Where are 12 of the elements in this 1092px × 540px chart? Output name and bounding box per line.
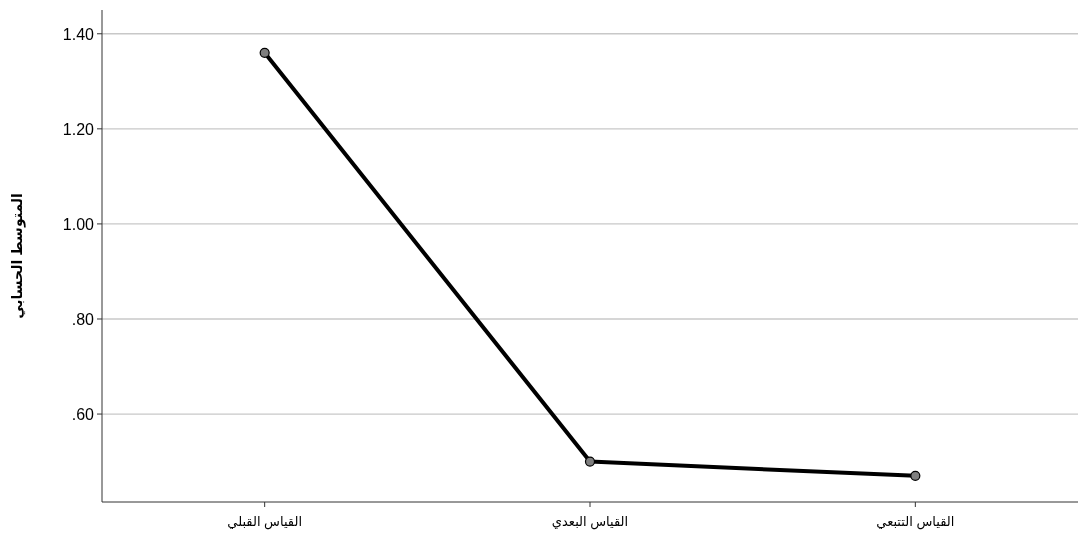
point (259, 47, 270, 58)
y-tick-label: .60 (71, 406, 95, 424)
point (584, 456, 596, 467)
y-axis-title: المتوسط الحسابي (9, 193, 26, 319)
point (910, 470, 921, 481)
x-tick-label: القياس التتبعي (876, 514, 955, 530)
y-tick-label: .80 (71, 310, 95, 328)
y-tick-label: 1.20 (62, 120, 95, 138)
y-tick-label: 1.00 (62, 215, 95, 233)
x-tick-label: القياس البعدي (551, 514, 629, 530)
x-tick-label: القياس القبلي (227, 514, 303, 530)
y-tick-label: 1.40 (62, 25, 95, 43)
